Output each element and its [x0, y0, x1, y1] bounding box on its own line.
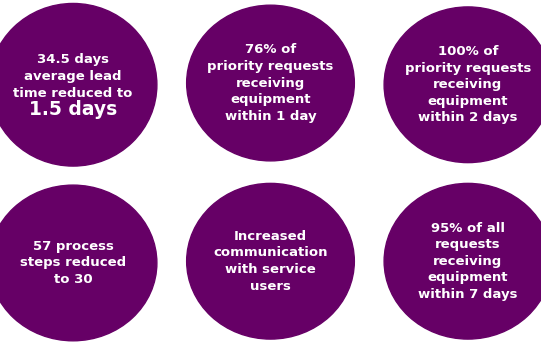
Text: priority requests: priority requests: [405, 62, 531, 75]
Text: within 7 days: within 7 days: [418, 288, 518, 301]
Text: within 2 days: within 2 days: [418, 111, 518, 125]
Text: receiving: receiving: [433, 78, 503, 91]
Text: steps reduced: steps reduced: [20, 256, 126, 270]
Ellipse shape: [0, 185, 157, 341]
Text: 34.5 days: 34.5 days: [37, 53, 109, 66]
Text: 100% of: 100% of: [438, 45, 498, 58]
Text: 76% of: 76% of: [245, 43, 296, 56]
Text: receiving: receiving: [236, 76, 305, 90]
Text: users: users: [250, 280, 291, 293]
Text: time reduced to: time reduced to: [14, 86, 133, 100]
Text: communication: communication: [213, 246, 328, 260]
Ellipse shape: [384, 7, 541, 163]
Text: requests: requests: [435, 238, 501, 251]
Text: to 30: to 30: [54, 273, 93, 286]
Text: with service: with service: [225, 263, 316, 276]
Ellipse shape: [0, 3, 157, 166]
Text: 57 process: 57 process: [32, 240, 114, 253]
Text: equipment: equipment: [428, 271, 508, 284]
Text: 95% of all: 95% of all: [431, 221, 505, 235]
Text: receiving: receiving: [433, 255, 503, 268]
Text: equipment: equipment: [230, 93, 311, 106]
Text: priority requests: priority requests: [207, 60, 334, 73]
Text: 1.5 days: 1.5 days: [29, 100, 117, 119]
Text: equipment: equipment: [428, 95, 508, 108]
Ellipse shape: [187, 183, 354, 339]
Ellipse shape: [187, 5, 354, 161]
Text: average lead: average lead: [24, 70, 122, 83]
Ellipse shape: [384, 183, 541, 339]
Text: within 1 day: within 1 day: [225, 110, 316, 123]
Text: Increased: Increased: [234, 230, 307, 243]
